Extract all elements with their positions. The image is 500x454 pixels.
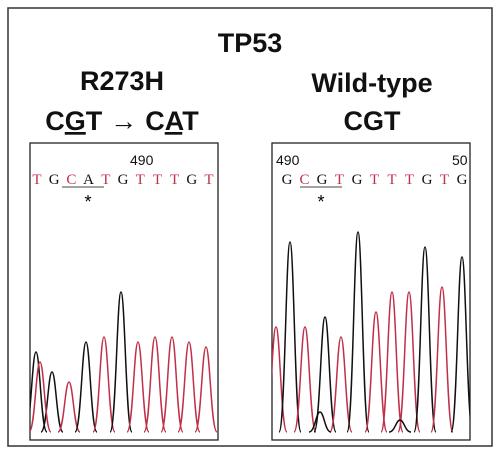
base-call: G <box>282 172 293 188</box>
base-call: T <box>335 172 344 188</box>
trace-peak <box>92 336 116 433</box>
base-call: T <box>204 172 213 188</box>
base-call: T <box>136 172 145 188</box>
base: C <box>45 106 65 136</box>
base-call: A <box>83 172 94 188</box>
trace-peak <box>177 341 201 433</box>
trace-peak <box>313 316 337 433</box>
base-call: T <box>370 172 379 188</box>
trace-peak <box>74 341 98 433</box>
chromatogram-panel <box>29 142 219 441</box>
chromatogram-panel <box>271 142 471 441</box>
base-call: T <box>32 172 41 188</box>
base-call: G <box>457 172 468 188</box>
position-label: 490 <box>130 152 154 168</box>
trace-peak <box>329 336 353 433</box>
base-call: T <box>405 172 414 188</box>
trace-group <box>272 231 470 433</box>
traces <box>30 231 470 433</box>
base: C <box>145 106 165 136</box>
base-call: G <box>49 172 60 188</box>
trace-peak <box>30 351 48 433</box>
trace-peak <box>40 371 64 433</box>
base-call: T <box>387 172 396 188</box>
base-call: G <box>422 172 433 188</box>
trace-group <box>30 291 218 433</box>
arrow: → <box>110 106 137 136</box>
panel-heading: Wild-type <box>311 68 432 98</box>
position-label: 50 <box>452 152 468 168</box>
trace-peak <box>57 381 81 433</box>
base-call: C <box>66 172 76 188</box>
trace-peak <box>109 291 133 433</box>
trace-peak <box>397 291 421 433</box>
codon-change: CGT → CAT <box>45 106 199 136</box>
codon: CGT <box>344 106 402 136</box>
trace-peak <box>30 361 52 433</box>
base-call: G <box>186 172 197 188</box>
base-call: C <box>299 172 309 188</box>
position-label: 490 <box>276 152 300 168</box>
trace-peak <box>278 241 302 433</box>
trace-peak <box>308 411 332 433</box>
trace-peak <box>430 286 454 433</box>
base-call: T <box>153 172 162 188</box>
base-call: G <box>317 172 328 188</box>
mutation-marker: * <box>317 192 324 212</box>
trace-peak <box>413 246 437 433</box>
base-call: G <box>352 172 363 188</box>
trace-peak <box>346 231 370 433</box>
trace-peak <box>380 291 404 433</box>
base-call: T <box>440 172 449 188</box>
base: T <box>182 106 199 136</box>
base-call: G <box>118 172 129 188</box>
trace-peak <box>364 311 388 433</box>
title: TP53 <box>218 28 283 58</box>
base: T <box>86 106 103 136</box>
base-call: T <box>101 172 110 188</box>
mutation-marker: * <box>84 192 91 212</box>
base: A <box>165 106 184 136</box>
frame <box>7 7 493 447</box>
trace-peak <box>126 341 150 433</box>
trace-peak <box>450 256 470 433</box>
trace-peak <box>160 336 184 433</box>
panel-heading: R273H <box>80 66 164 96</box>
trace-peak <box>143 336 167 433</box>
base: G <box>65 106 86 136</box>
trace-peak <box>388 419 412 433</box>
trace-peak <box>194 346 218 433</box>
base-call: T <box>170 172 179 188</box>
trace-peak <box>293 326 317 433</box>
